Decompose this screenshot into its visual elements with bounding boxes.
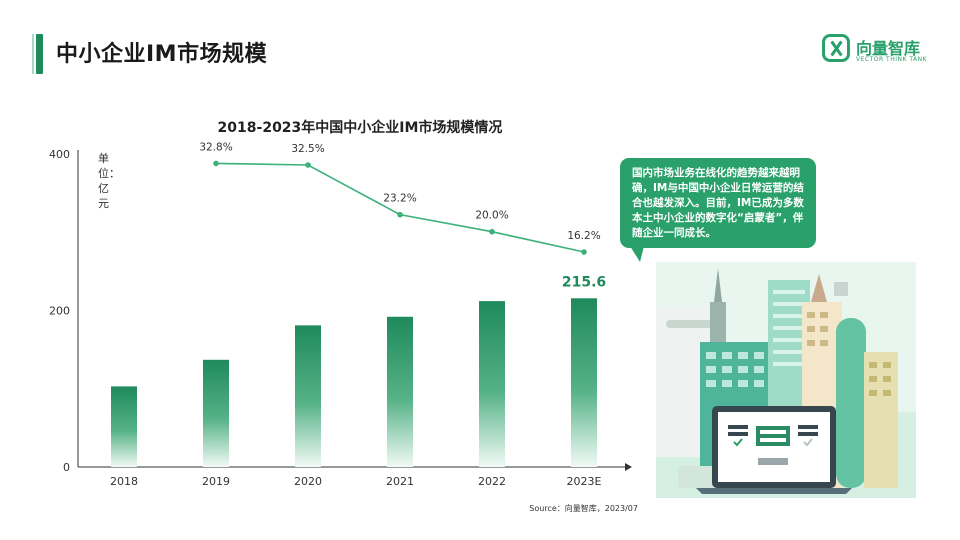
growth-rate-label: 32.5% — [291, 143, 324, 155]
growth-rate-point — [305, 162, 311, 168]
x-tick-label: 2019 — [202, 475, 230, 488]
brand-logo: 向量智库 VECTOR THINK TANK — [822, 34, 942, 68]
logo-subtitle: VECTOR THINK TANK — [856, 56, 928, 63]
chart-title: 2018-2023年中国中小企业IM市场规模情况 — [217, 120, 503, 136]
growth-rate-label: 20.0% — [475, 210, 508, 222]
page-title: 中小企业IM市场规模 — [56, 42, 268, 67]
city-laptop-illustration — [656, 262, 916, 498]
growth-rate-label: 32.8% — [199, 141, 232, 153]
x-tick-label: 2020 — [294, 475, 322, 488]
x-tick-label: 2023E — [567, 475, 602, 488]
growth-rate-line — [215, 162, 585, 253]
logo-name: 向量智库 — [856, 39, 921, 58]
bar-2023E — [571, 298, 597, 467]
y-tick-label: 400 — [49, 148, 70, 161]
source-note: Source：向量智库，2023/07 — [529, 504, 638, 513]
bar-2019 — [203, 359, 229, 467]
bar-2020 — [295, 325, 321, 467]
callout-box: 国内市场业务在线化的趋势越来越明确，IM与中国中小企业日常运营的结合也越发深入。… — [620, 158, 816, 262]
x-axis-arrow-icon — [625, 463, 632, 471]
growth-rate-point — [397, 211, 403, 218]
x-tick-label: 2018 — [110, 475, 138, 488]
growth-rate-point — [581, 249, 587, 255]
x-tick-label: 2021 — [386, 475, 414, 488]
highlight-value-label: 215.6 — [562, 274, 606, 290]
growth-rate-point — [489, 228, 495, 235]
growth-rate-label: 16.2% — [567, 230, 600, 242]
axes — [77, 150, 632, 471]
bar-2018 — [111, 386, 137, 467]
growth-rate-label: 23.2% — [383, 193, 416, 205]
bar-2022 — [479, 301, 505, 467]
y-tick-label: 0 — [63, 461, 70, 474]
bar-2021 — [387, 316, 413, 467]
logo-x-icon — [822, 34, 850, 62]
y-tick-label: 200 — [49, 305, 70, 318]
x-tick-label: 2022 — [478, 475, 506, 488]
title-accent-bar — [32, 34, 43, 74]
growth-rate-point — [213, 160, 219, 167]
